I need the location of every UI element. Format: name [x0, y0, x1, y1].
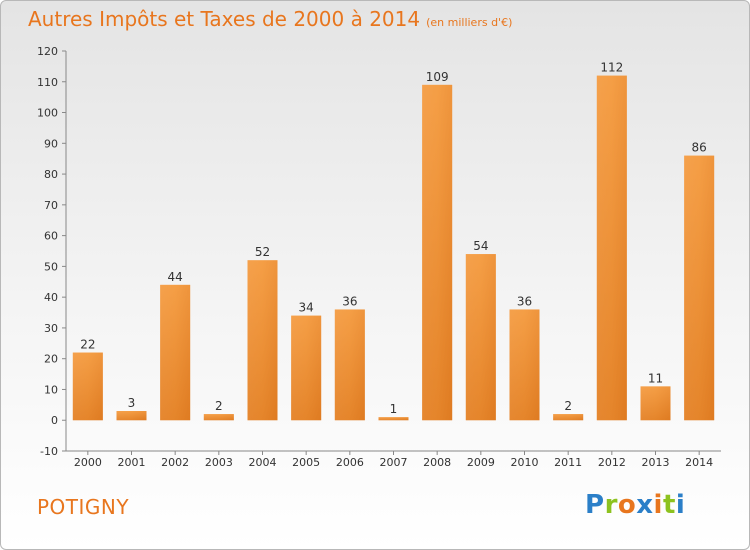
logo-letter: r: [604, 490, 618, 520]
value-label: 3: [128, 396, 136, 410]
value-label: 1: [390, 402, 398, 416]
x-tick-label: 2012: [598, 456, 626, 469]
title-main: Autres Impôts et Taxes de 2000 à 2014: [28, 7, 421, 31]
value-label: 34: [299, 301, 314, 315]
y-tick: 110: [37, 76, 66, 89]
bar-highlight: [291, 315, 322, 421]
proxiti-logo: Proxiti: [585, 490, 685, 520]
bar-highlight: [509, 309, 540, 421]
logo-letter: x: [636, 490, 654, 520]
x-tick-label: 2009: [467, 456, 495, 469]
axes: -10 0 10 20 30 40 50 60 70 80 90 100 110 120 2000 2001 2…: [37, 45, 721, 469]
x-tick-label: 2014: [685, 456, 713, 469]
bar-highlight: [160, 284, 191, 421]
value-label: 22: [80, 338, 95, 352]
x-tick-label: 2011: [554, 456, 582, 469]
bars: 22 3 44 2 52 34 36 1 109 54 36 2 112 11 86: [72, 61, 715, 421]
value-label: 2: [215, 399, 223, 413]
logo-letter: t: [662, 490, 676, 520]
value-label: 54: [473, 239, 488, 253]
bar-highlight: [465, 254, 496, 421]
value-label: 36: [517, 294, 532, 308]
y-tick-label: 90: [44, 137, 58, 150]
x-tick-label: 2008: [423, 456, 451, 469]
x-tick-label: 2001: [118, 456, 146, 469]
x-tick-label: 2007: [380, 456, 408, 469]
y-tick: 10: [44, 383, 66, 396]
x-tick-label: 2004: [249, 456, 277, 469]
value-label: 36: [342, 294, 357, 308]
logo-letter: P: [585, 490, 605, 520]
bar-highlight: [596, 75, 627, 421]
value-label: 109: [426, 70, 449, 84]
y-tick: 90: [44, 137, 66, 150]
value-label: 112: [600, 61, 623, 75]
bar-highlight: [378, 417, 409, 421]
bar-highlight: [334, 309, 365, 421]
bar-highlight: [684, 155, 715, 421]
commune-name: POTIGNY: [37, 495, 130, 519]
y-tick-label: 60: [44, 230, 58, 243]
x-tick-label: 2010: [511, 456, 539, 469]
bar-highlight: [640, 386, 671, 421]
y-tick-label: 80: [44, 168, 58, 181]
logo-letter: o: [617, 490, 637, 520]
logo-letter: i: [653, 490, 663, 520]
title-unit: (en milliers d'€): [426, 16, 513, 29]
y-tick: 120: [37, 45, 66, 58]
value-label: 44: [168, 270, 183, 284]
y-tick-label: 100: [37, 107, 58, 120]
bar-highlight: [116, 411, 147, 421]
y-tick-label: 20: [44, 353, 58, 366]
x-tick-label: 2002: [161, 456, 189, 469]
x-tick-label: 2005: [292, 456, 320, 469]
bar-highlight: [247, 260, 278, 421]
value-label: 11: [648, 371, 663, 385]
value-label: 2: [564, 399, 572, 413]
bar-highlight: [203, 414, 234, 421]
y-tick: 100: [37, 107, 66, 120]
y-tick: 0: [51, 414, 66, 427]
y-tick: 40: [44, 291, 66, 304]
y-tick-label: 40: [44, 291, 58, 304]
y-tick-label: 120: [37, 45, 58, 58]
y-tick-label: 30: [44, 322, 58, 335]
y-tick-label: 70: [44, 199, 58, 212]
x-tick-label: 2013: [642, 456, 670, 469]
value-label: 86: [692, 141, 707, 155]
logo-letter: i: [675, 490, 686, 520]
y-tick-label: 10: [44, 383, 58, 396]
value-label: 52: [255, 245, 270, 259]
bar-highlight: [553, 414, 584, 421]
bar-highlight: [422, 84, 453, 421]
y-tick: 30: [44, 322, 66, 335]
x-tick-label: 2006: [336, 456, 364, 469]
y-tick: 60: [44, 230, 66, 243]
y-tick-label: 110: [37, 76, 58, 89]
y-tick: 20: [44, 353, 66, 366]
y-tick-label: 50: [44, 260, 58, 273]
y-tick: 50: [44, 260, 66, 273]
x-tick-label: 2003: [205, 456, 233, 469]
y-tick: -10: [40, 445, 66, 458]
y-tick-label: -10: [40, 445, 58, 458]
y-tick: 80: [44, 168, 66, 181]
chart-title: Autres Impôts et Taxes de 2000 à 2014 (en…: [28, 7, 512, 31]
y-tick: 70: [44, 199, 66, 212]
bar-highlight: [72, 352, 103, 421]
y-tick-label: 0: [51, 414, 58, 427]
x-tick-label: 2000: [74, 456, 102, 469]
